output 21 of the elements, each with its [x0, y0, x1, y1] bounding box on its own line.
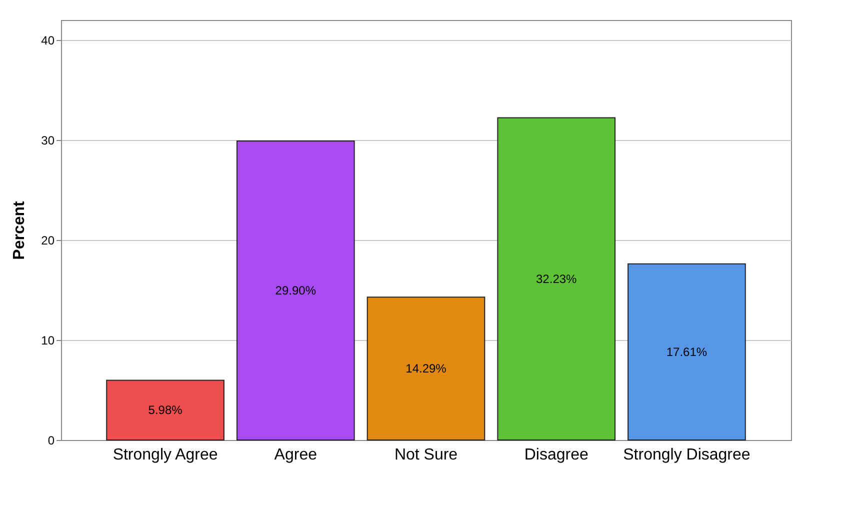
y-axis-title: Percent: [11, 200, 28, 260]
data-label: 29.90%: [275, 284, 316, 298]
y-tick-label: 10: [41, 334, 55, 348]
bar: [497, 117, 616, 440]
x-tick-label: Disagree: [524, 446, 588, 464]
data-label: 17.61%: [666, 344, 708, 359]
data-label: 32.23%: [536, 272, 578, 286]
bar: [366, 296, 486, 440]
data-label: 5.98%: [148, 403, 183, 418]
bar: [628, 263, 746, 440]
y-tick-label: 20: [41, 234, 55, 248]
x-tick-label: Strongly Disagree: [623, 446, 750, 464]
data-label: 14.29%: [406, 362, 447, 376]
x-tick-label: Agree: [274, 446, 318, 464]
y-tick-label: 30: [41, 134, 55, 148]
x-tick-label: Not Sure: [394, 446, 458, 464]
y-tick-label: 40: [41, 34, 55, 48]
y-tick-label: 0: [48, 434, 55, 448]
x-tick-label: Strongly Agree: [112, 446, 218, 464]
bar: [106, 380, 224, 440]
bar: [236, 140, 355, 440]
